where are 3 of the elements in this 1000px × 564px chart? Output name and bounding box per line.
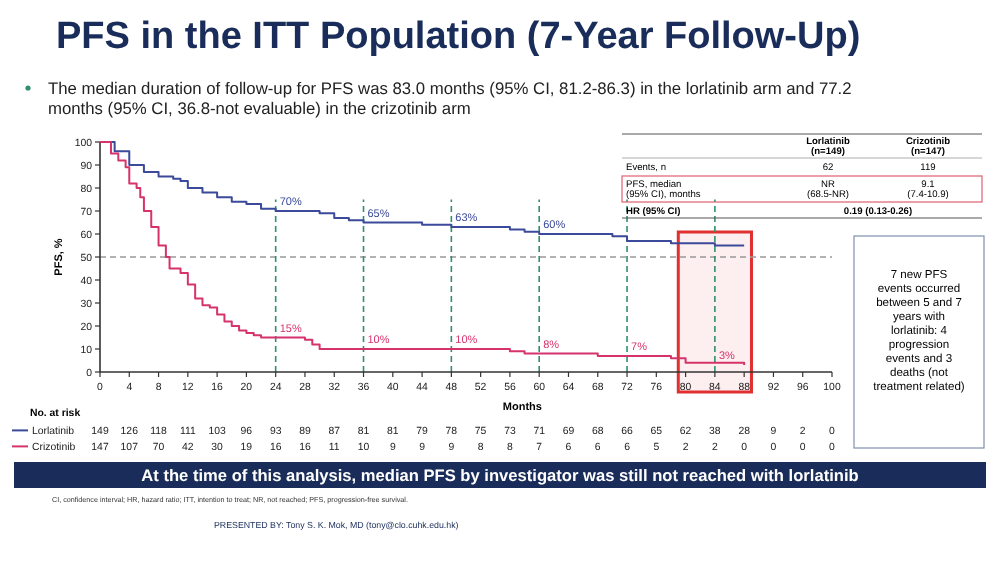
chart-subtitle: The median duration of follow-up for PFS was 83.0 months (95% CI, 81.2-86.3) in the lorlatinib arm and 77.2 months (95% CI, 36.8-not evaluable) in the crizotinib arm [48, 78, 853, 118]
chart-title: PFS in the ITT Population (7-Year Follow-Up) [56, 16, 861, 58]
text: At the time of this analysis, median PFS by investigator was still not reached with lorlatinib [141, 465, 859, 485]
